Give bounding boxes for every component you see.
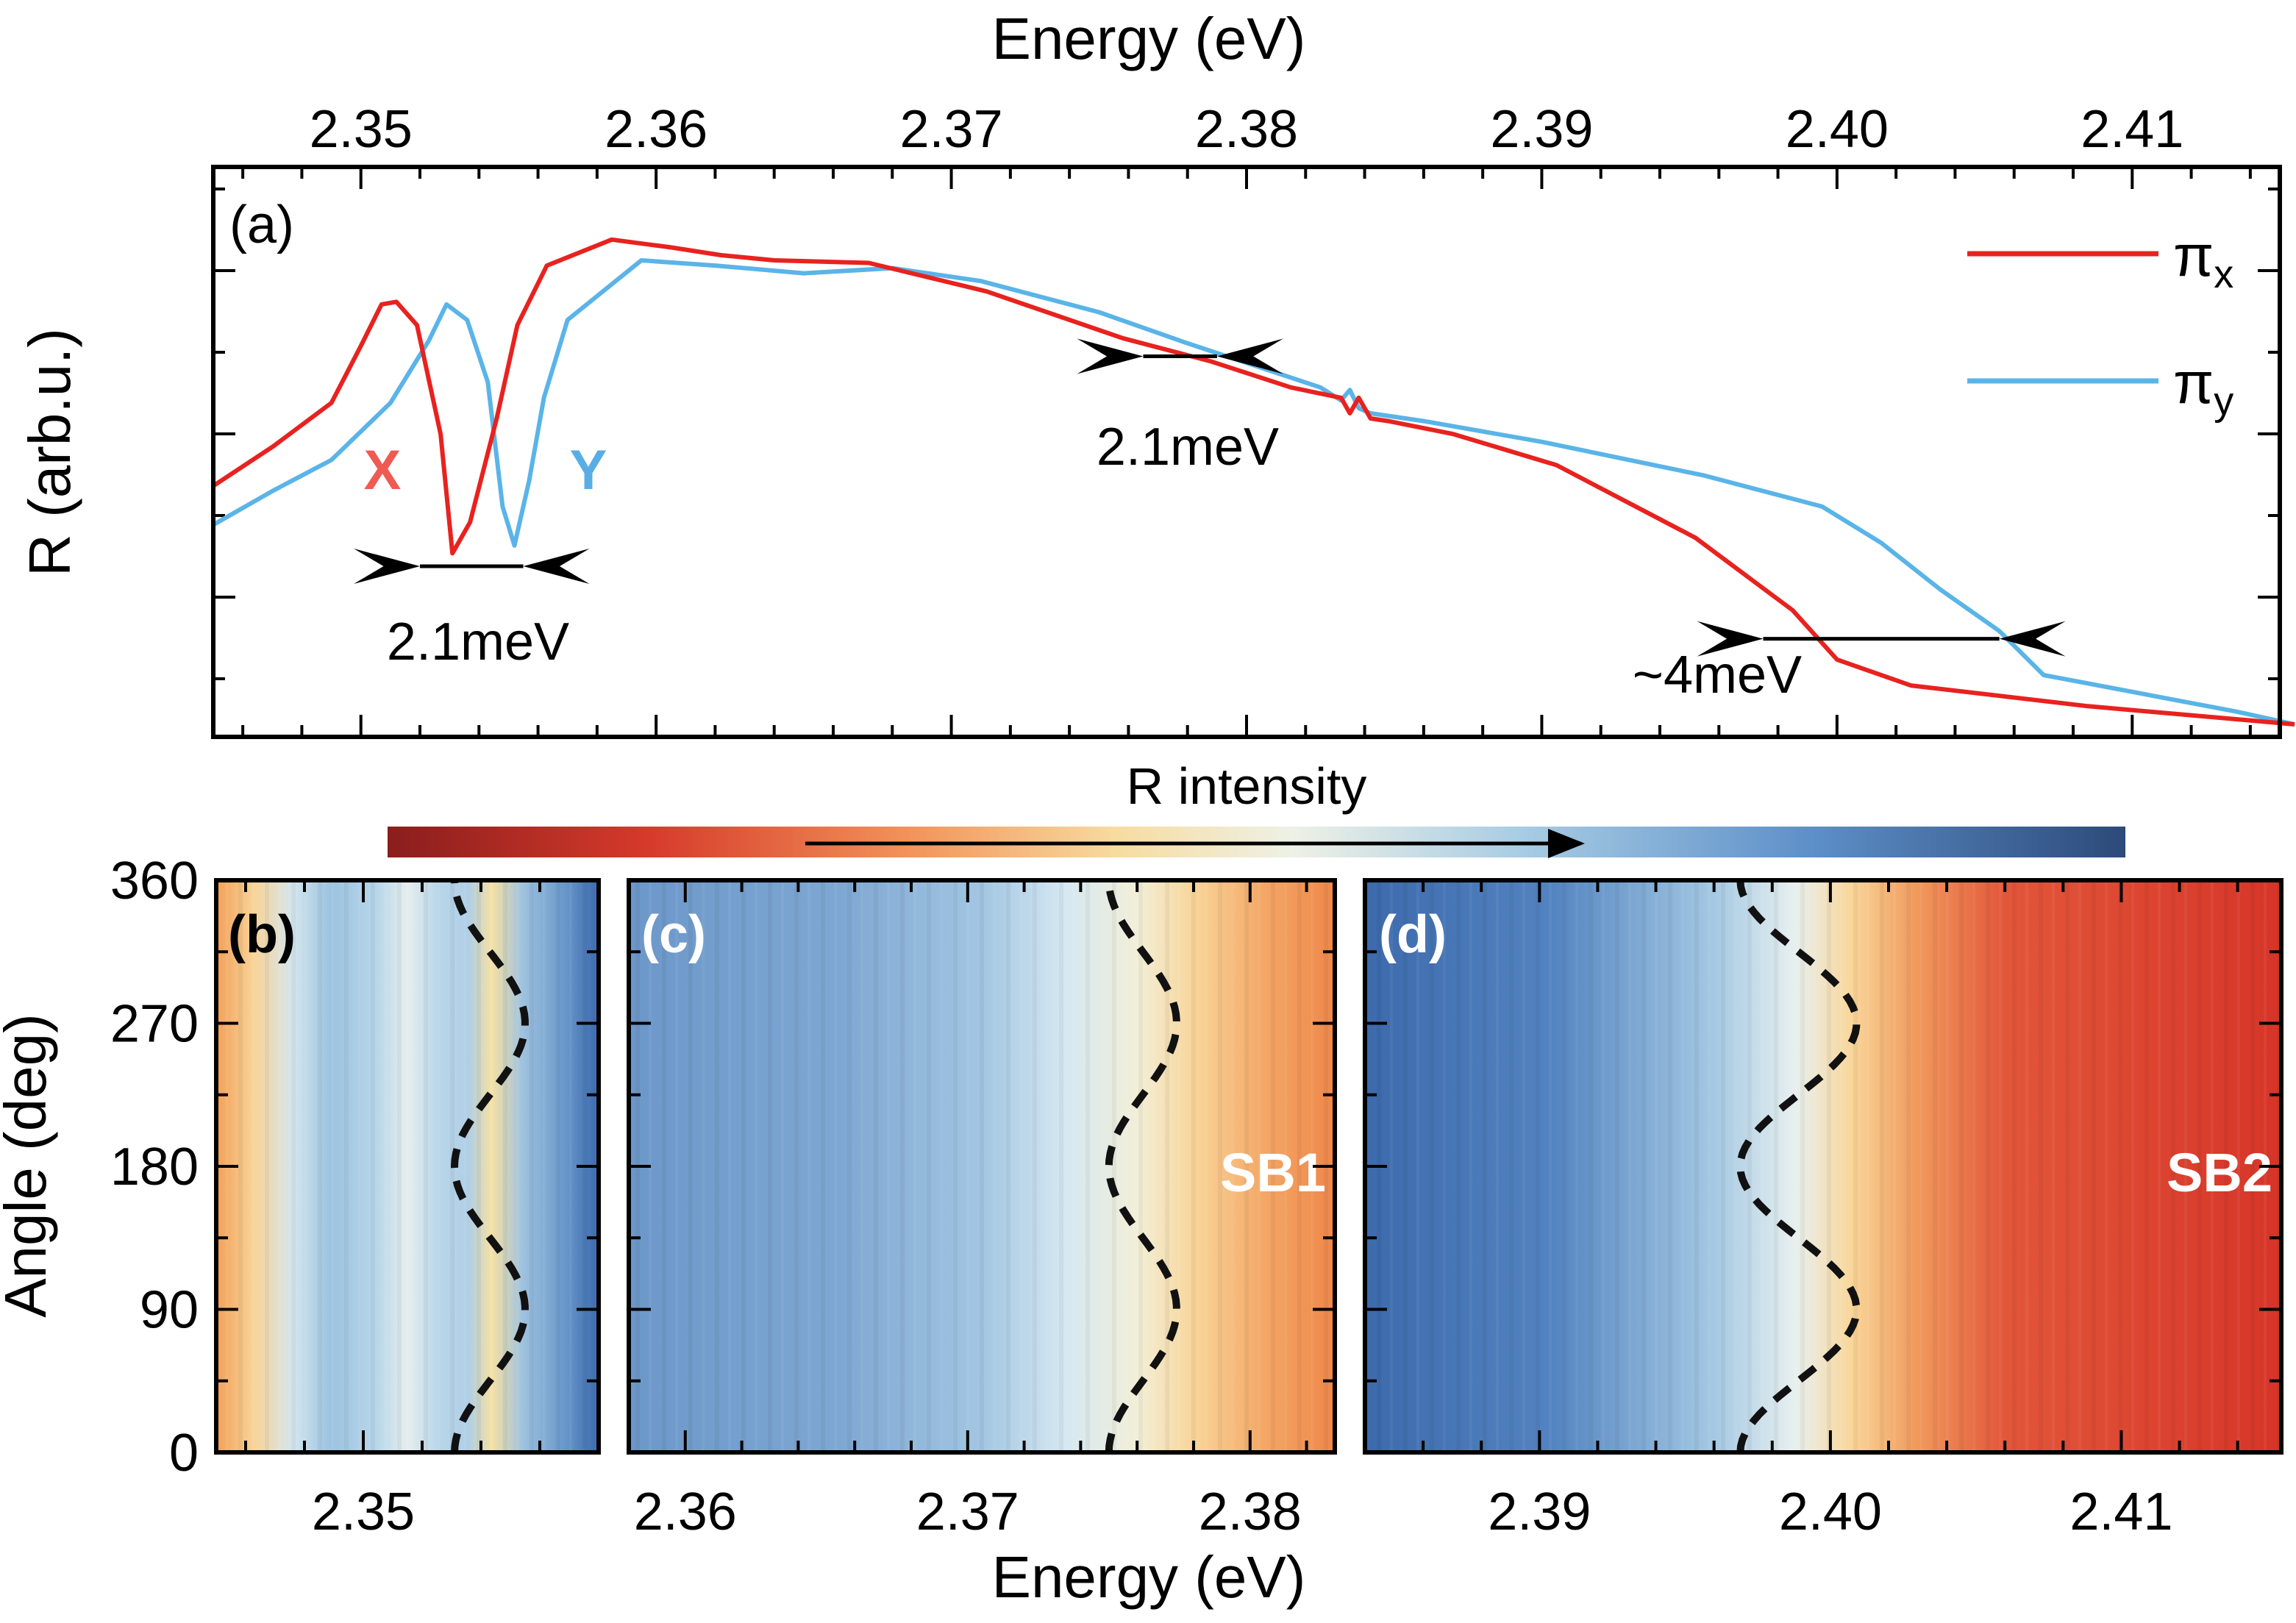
- linewidth-label-2: 2.1meV: [1097, 418, 1279, 477]
- legend-pi-y-label: πy: [2173, 350, 2233, 424]
- top-x-tick-label: 2.39: [1490, 100, 1593, 159]
- linewidth-arrowhead: [523, 548, 590, 584]
- linewidth-arrowhead: [1697, 621, 1764, 657]
- panel-a-y-axis-title: R (arb.u.): [17, 328, 82, 577]
- panel-c-heatmap: (c) SB1: [627, 878, 1337, 1455]
- panel-c-label: (c): [641, 905, 706, 964]
- bottom-x-axis-title: Energy (eV): [992, 1544, 1306, 1610]
- top-x-tick-label: 2.37: [900, 100, 1003, 159]
- panel-c-band-label: SB1: [1220, 1142, 1326, 1203]
- bottom-x-tick-label: 2.40: [1779, 1483, 1882, 1541]
- angle-tick-label: 180: [110, 1138, 199, 1196]
- angle-tick-label: 360: [110, 852, 199, 910]
- bottom-x-tick-label: 2.39: [1488, 1483, 1591, 1541]
- linewidth-arrowhead: [1999, 621, 2066, 657]
- panel-a-frame: [211, 165, 2282, 739]
- bottom-x-tick-label: 2.36: [634, 1483, 737, 1541]
- bottom-x-tick-labels: 2.35 2.36 2.37 2.38 2.39 2.40 2.41: [312, 1483, 2173, 1541]
- legend-pi-x-label: πx: [2173, 223, 2233, 296]
- top-x-tick-label: 2.38: [1195, 100, 1298, 159]
- panel-a-label: (a): [229, 196, 294, 254]
- angle-tick-labels: 0 90 180 270 360: [110, 852, 199, 1483]
- panel-d-label: (d): [1379, 905, 1447, 964]
- bottom-x-tick-label: 2.38: [1199, 1483, 1302, 1541]
- series-pi-y-line: [212, 258, 2295, 727]
- top-x-axis-title: Energy (eV): [992, 6, 1306, 71]
- top-x-tick-label: 2.41: [2081, 100, 2183, 159]
- linewidth-arrowhead: [1216, 338, 1283, 374]
- colorbar: R intensity: [388, 757, 2125, 858]
- panel-d-band-label: SB2: [2167, 1142, 2272, 1203]
- panel-d-heatmap: (d) SB2: [1363, 878, 2283, 1455]
- top-x-tick-label: 2.40: [1786, 100, 1889, 159]
- angle-tick-label: 0: [169, 1424, 199, 1483]
- colorbar-title: R intensity: [1127, 757, 1367, 815]
- linewidth-label-3: ~4meV: [1633, 646, 1802, 705]
- bottom-axis-ticks: [216, 879, 2281, 1454]
- legend: πx πy: [1967, 223, 2233, 424]
- panel-b-heatmap: (b): [214, 878, 601, 1455]
- panel-a-reflectance: Energy (eV) 2.35 2.36 2.37 2.38 2.39 2.40 2.41…: [17, 6, 2295, 739]
- top-x-tick-label: 2.35: [310, 100, 413, 159]
- panel-d-dashed-curve: [1736, 880, 1861, 1453]
- linewidth-label-1: 2.1meV: [387, 613, 569, 671]
- angle-axis-title: Angle (deg): [0, 1013, 58, 1318]
- series-pi-x-line: [212, 237, 2295, 727]
- linewidth-arrowhead: [1077, 338, 1144, 374]
- bottom-x-tick-label: 2.41: [2069, 1483, 2172, 1541]
- top-x-tick-labels: 2.35 2.36 2.37 2.38 2.39 2.40 2.41: [310, 100, 2184, 159]
- angle-tick-label: 90: [140, 1281, 199, 1340]
- linewidth-arrowhead: [354, 548, 420, 584]
- bottom-x-tick-label: 2.35: [312, 1483, 415, 1541]
- exciton-x-label: X: [364, 439, 402, 502]
- top-x-tick-label: 2.36: [605, 100, 707, 159]
- linewidth-markers: [354, 338, 2066, 657]
- panel-c-dashed-curve: [1105, 880, 1180, 1453]
- panel-b-dashed-curve: [450, 880, 529, 1453]
- angle-tick-label: 270: [110, 995, 199, 1054]
- exciton-y-label: Y: [570, 439, 607, 502]
- panel-b-label: (b): [228, 905, 296, 964]
- bottom-x-tick-label: 2.37: [916, 1483, 1019, 1541]
